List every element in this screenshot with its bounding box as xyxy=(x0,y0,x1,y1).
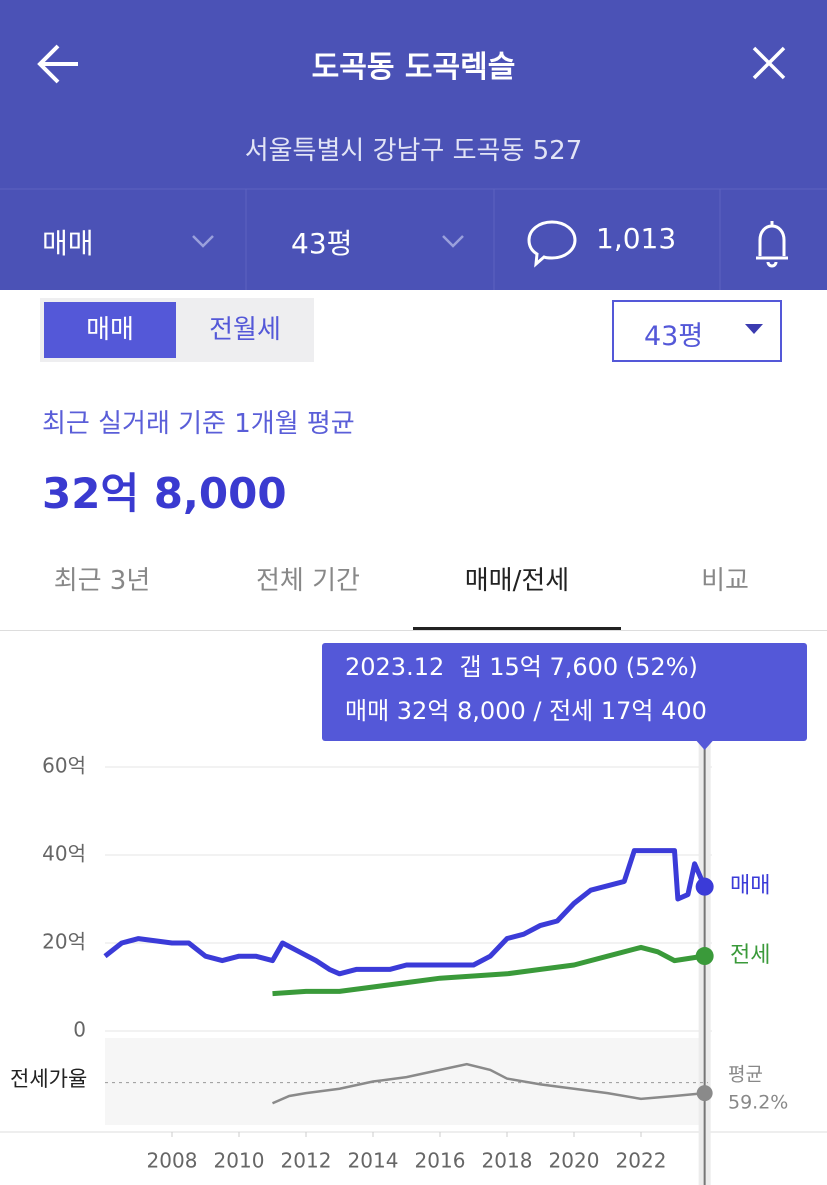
series-line xyxy=(103,848,707,977)
tab[interactable]: 비교 xyxy=(701,566,749,596)
average-label: 평균 xyxy=(728,1064,763,1086)
y-tick-label: 20억 xyxy=(42,930,86,954)
toggle-option[interactable]: 전월세 xyxy=(209,315,281,345)
close-icon[interactable] xyxy=(752,46,786,80)
y-tick-label: 0 xyxy=(73,1018,86,1042)
comment-count[interactable]: 1,013 xyxy=(596,222,677,255)
tab[interactable]: 매매/전세 xyxy=(464,566,570,596)
comment-icon[interactable] xyxy=(527,220,577,268)
ratio-panel-bg xyxy=(105,1038,708,1125)
average-value: 59.2% xyxy=(728,1092,788,1114)
tab[interactable]: 전체 기간 xyxy=(256,566,360,596)
size-select-text: 43평 xyxy=(644,321,704,352)
size[interactable]: 43평 xyxy=(291,227,353,260)
y-tick-label: 40억 xyxy=(42,842,86,866)
legend-label: 전세 xyxy=(730,943,770,968)
tooltip-box xyxy=(322,643,807,741)
summary-price: 32억 8,000 xyxy=(42,469,287,518)
x-tick-label: 2012 xyxy=(281,1149,332,1173)
size-select[interactable] xyxy=(612,300,782,362)
ratio-label: 전세가율 xyxy=(10,1067,87,1091)
x-tick-label: 2020 xyxy=(549,1149,600,1173)
chart: 0 20억 40억 60억 2008 2010 2012 2014 2016 2018 2020 20… xyxy=(0,643,827,1185)
address: 서울특별시 강남구 도곡동 527 xyxy=(244,136,583,166)
back-icon[interactable] xyxy=(37,44,78,84)
tab-underline xyxy=(413,627,621,630)
toggle-active[interactable]: 매매 xyxy=(44,302,176,358)
header-bg xyxy=(0,0,827,290)
deal-type[interactable]: 매매 xyxy=(42,227,94,260)
tooltip-line: 2023.12 갭 15억 7,600 (52%) xyxy=(345,653,698,681)
x-tick-label: 2010 xyxy=(214,1149,265,1173)
chevron xyxy=(192,235,464,248)
summary-label: 최근 실거래 기준 1개월 평균 xyxy=(42,409,355,439)
end-dot xyxy=(695,877,714,896)
tooltip-line: 매매 32억 8,000 / 전세 17억 400 xyxy=(345,697,707,725)
y-tick-label: 60억 xyxy=(42,754,86,778)
tab[interactable]: 최근 3년 xyxy=(53,566,151,596)
ratio-end-dot xyxy=(696,1085,713,1102)
title: 도곡동 도곡렉슬 xyxy=(311,50,516,85)
x-tick-label: 2016 xyxy=(415,1149,466,1173)
bell-icon[interactable] xyxy=(756,221,788,268)
x-tick-label: 2022 xyxy=(616,1149,667,1173)
x-tick-label: 2008 xyxy=(147,1149,198,1173)
dropdown-arrow xyxy=(745,324,763,334)
header-icons xyxy=(0,44,827,290)
x-tick-label: 2018 xyxy=(482,1149,533,1173)
tooltip-pointer xyxy=(696,741,713,750)
ratio-line xyxy=(272,1062,705,1105)
tab-border xyxy=(0,630,827,631)
series-line xyxy=(272,944,706,997)
x-tick-label: 2014 xyxy=(348,1149,399,1173)
end-dot xyxy=(695,947,714,966)
legend-label: 매매 xyxy=(730,874,770,899)
